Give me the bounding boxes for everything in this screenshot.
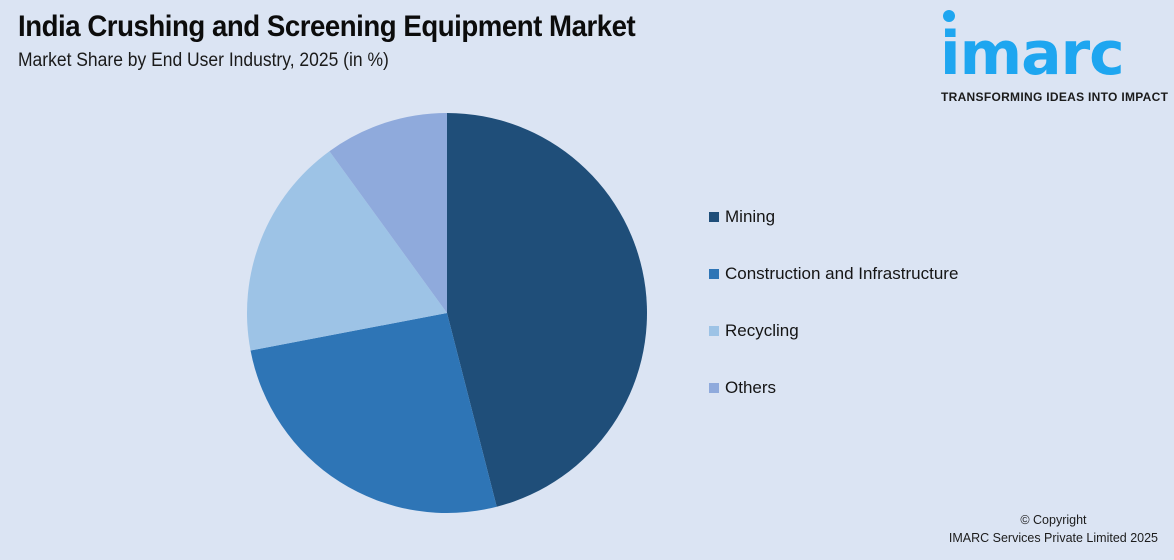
logo-dot-icon [943,10,955,22]
legend-label: Construction and Infrastructure [725,264,959,283]
legend-item-mining: Mining [709,206,958,228]
legend-item-recycling: Recycling [709,320,958,342]
chart-legend: Mining Construction and Infrastructure R… [709,206,958,434]
imarc-logo: imarc TRANSFORMING IDEAS INTO IMPACT [936,6,1169,106]
legend-label: Recycling [725,321,799,340]
legend-item-others: Others [709,377,958,399]
pie-slice-recycling [247,151,447,351]
pie-slice-mining [447,113,648,507]
copyright-line-1: © Copyright [1020,513,1087,527]
legend-label: Others [725,378,777,397]
legend-swatch-icon [709,269,719,279]
logo-tagline: TRANSFORMING IDEAS INTO IMPACT [941,90,1169,104]
logo-wordmark: imarc [940,19,1125,89]
legend-swatch-icon [709,326,719,336]
pie-chart [247,113,648,513]
pie-slice-others [329,113,447,313]
pie-slice-construction-and-infrastructure [250,313,497,513]
chart-subtitle: Market Share by End User Industry, 2025 … [18,50,389,71]
legend-label: Mining [725,207,776,226]
legend-swatch-icon [709,212,719,222]
legend-item-construction: Construction and Infrastructure [709,263,958,285]
legend-swatch-icon [709,383,719,393]
chart-title: India Crushing and Screening Equipment M… [18,10,636,43]
copyright-notice: © Copyright IMARC Services Private Limit… [949,511,1158,547]
copyright-line-2: IMARC Services Private Limited 2025 [948,531,1158,545]
